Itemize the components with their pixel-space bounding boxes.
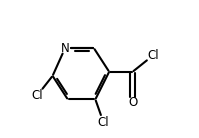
Text: Cl: Cl xyxy=(32,89,43,102)
Text: N: N xyxy=(61,42,69,55)
Text: Cl: Cl xyxy=(98,116,109,129)
Text: O: O xyxy=(128,96,137,109)
Text: Cl: Cl xyxy=(147,49,159,62)
